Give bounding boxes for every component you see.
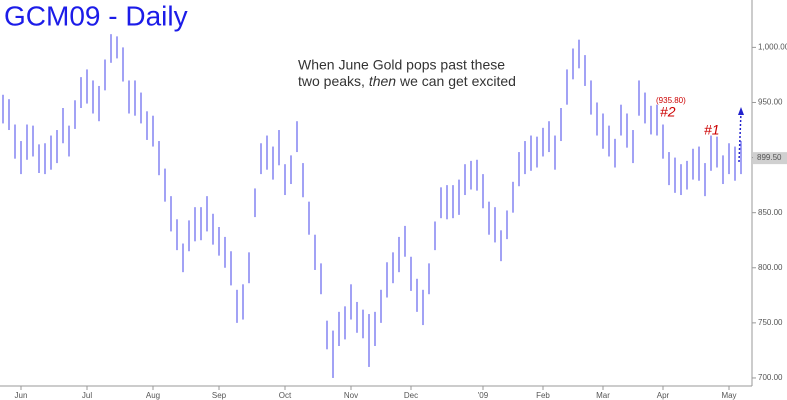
y-tick-label: 950.00 xyxy=(758,98,783,107)
x-tick-label: Dec xyxy=(404,391,418,400)
y-tick-label: 850.00 xyxy=(758,208,783,217)
x-tick-label: Jul xyxy=(82,391,92,400)
y-tick-label: 750.00 xyxy=(758,318,783,327)
x-tick-label: '09 xyxy=(478,391,489,400)
y-tick-label: 800.00 xyxy=(758,263,783,272)
x-tick-label: Feb xyxy=(536,391,550,400)
y-tick-label: 1,000.00 xyxy=(758,42,787,51)
x-tick-label: Nov xyxy=(344,391,358,400)
peak-label: #2 xyxy=(660,104,676,120)
annotation: When June Gold pops past these xyxy=(298,57,505,73)
x-tick-label: Sep xyxy=(212,391,227,400)
x-tick-label: Jun xyxy=(15,391,28,400)
chart-title: GCM09 - Daily xyxy=(4,0,188,31)
annotation: two peaks, then we can get excited xyxy=(298,73,516,89)
annotation-part: two peaks, xyxy=(298,73,365,89)
peak-price: (935.80) xyxy=(656,96,686,105)
x-tick-label: Mar xyxy=(596,391,610,400)
x-tick-label: Oct xyxy=(279,391,292,400)
peak-label: #1 xyxy=(704,122,720,138)
annotation-emphasis: then xyxy=(369,73,396,89)
annotation-part: we can get excited xyxy=(399,73,516,89)
last-price-box xyxy=(753,152,787,165)
y-tick-label: 700.00 xyxy=(758,373,783,382)
arrow xyxy=(738,111,742,163)
x-tick-label: May xyxy=(721,391,736,400)
x-tick-label: Apr xyxy=(657,391,670,400)
last-price-label: 899.50 xyxy=(757,153,782,162)
x-tick-label: Aug xyxy=(146,391,160,400)
arrow-head xyxy=(738,107,744,115)
